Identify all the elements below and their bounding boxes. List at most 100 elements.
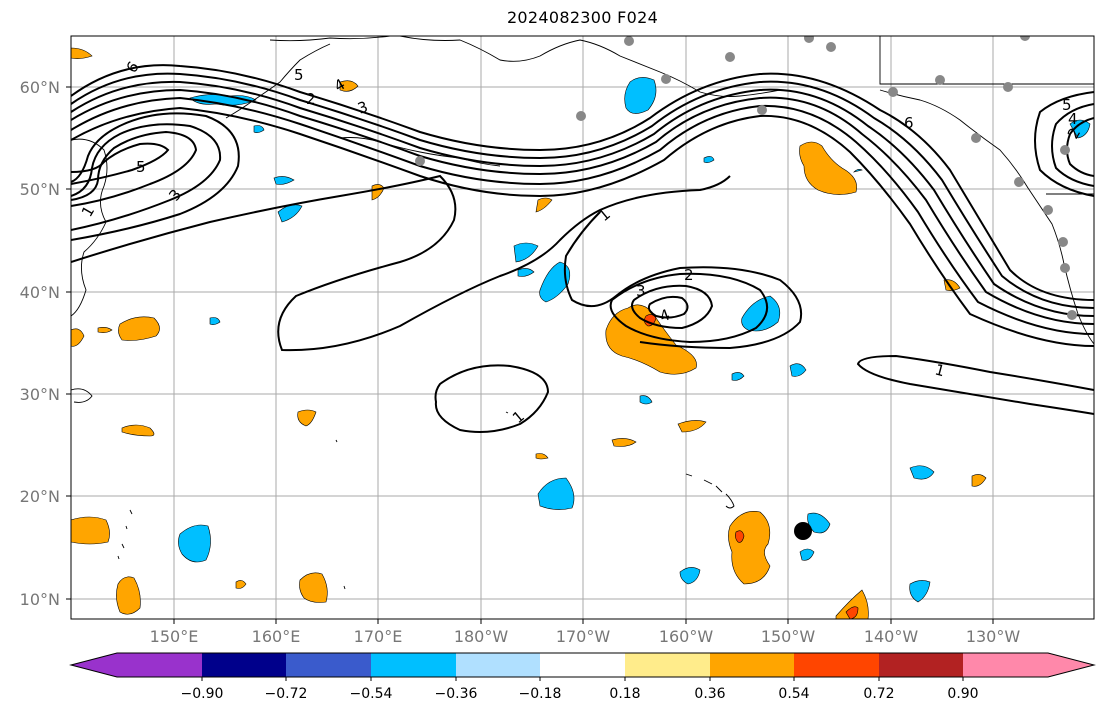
colorbar-tick-label: 0.54 <box>778 686 809 702</box>
contour-label: 5 <box>294 66 304 84</box>
station-dot <box>1020 36 1030 41</box>
positive-anomaly-patch <box>116 576 141 615</box>
station-dot <box>725 52 735 62</box>
negative-anomaly-patch <box>178 524 211 563</box>
lon-label: 160°E <box>252 627 301 646</box>
contour-label: 5 <box>1062 96 1072 114</box>
positive-anomaly-patch <box>71 328 85 347</box>
contour-lines <box>71 64 1094 433</box>
negative-anomaly-patch <box>789 363 807 377</box>
station-dot <box>935 75 945 85</box>
colorbar-segment <box>371 653 456 677</box>
latitude-labels: 60°N 50°N 40°N 30°N 20°N 10°N <box>20 78 60 609</box>
negative-anomaly-patch <box>253 125 265 133</box>
colorbar-segment <box>456 653 540 677</box>
positive-anomaly-patch <box>728 511 771 585</box>
positive-anomaly-patch <box>835 589 869 619</box>
kamchatka-coastline <box>225 43 331 119</box>
contour-label: 6 <box>904 114 914 132</box>
negative-anomaly-patch <box>679 567 701 585</box>
lon-label: 170°E <box>354 627 403 646</box>
station-dot <box>576 111 586 121</box>
strong-positive-core <box>735 530 745 543</box>
colorbar: −0.90 −0.72 −0.54 −0.36 −0.18 0.18 0.36 … <box>69 652 1096 702</box>
negative-anomaly-patch <box>731 372 745 381</box>
contour-line <box>71 96 1094 335</box>
contour-line <box>71 64 1094 301</box>
colorbar-segment <box>879 653 963 677</box>
contour-line <box>631 284 714 330</box>
negative-anomaly-patch <box>513 242 539 263</box>
north-siberia-coastline <box>269 36 391 42</box>
colorbar-segment <box>540 653 625 677</box>
colorbar-extend-high <box>1048 653 1094 677</box>
map-title: 2024082300 F024 <box>506 8 659 27</box>
colorbar-tick-label: −0.18 <box>519 686 562 702</box>
colorbar-tick-label: 0.90 <box>947 686 978 702</box>
contour-line <box>1051 103 1094 187</box>
contour-label: 5 <box>136 158 146 176</box>
colorbar-tick-label: 0.72 <box>863 686 894 702</box>
colorbar-segment <box>710 653 794 677</box>
contour-label: 2 <box>306 90 316 108</box>
lon-label: 140°W <box>864 627 919 646</box>
lon-label: 180°W <box>454 627 509 646</box>
positive-anomaly-patch <box>121 424 155 437</box>
pacific-atolls <box>117 411 509 590</box>
negative-anomaly-patch <box>537 477 575 510</box>
station-dot <box>757 105 767 115</box>
negative-anomaly-patch <box>539 261 571 303</box>
alaska-coastline <box>399 36 781 97</box>
colorbar-extend-low <box>71 653 117 677</box>
negative-anomaly-patch <box>799 548 815 561</box>
lon-label: 170°W <box>556 627 611 646</box>
hawaii-islands <box>685 473 735 509</box>
station-dot <box>1058 237 1068 247</box>
contour-line <box>1034 91 1094 197</box>
contour-line <box>434 364 550 433</box>
contour-line <box>71 80 1094 317</box>
colorbar-tick-label: −0.54 <box>350 686 393 702</box>
contour-line <box>71 88 1094 325</box>
colorbar-outline <box>69 652 1096 678</box>
positive-anomaly-patch <box>971 474 987 487</box>
contour-line <box>71 72 1094 309</box>
negative-anomaly-patch <box>909 465 935 480</box>
strong-positive-core <box>845 606 859 619</box>
colorbar-segment <box>117 653 202 677</box>
lat-label: 40°N <box>20 283 60 302</box>
positive-anomaly-patch <box>118 316 160 341</box>
negative-anomaly-patch <box>517 268 535 277</box>
lat-label: 50°N <box>20 180 60 199</box>
contour-line <box>71 123 222 231</box>
station-dot <box>888 87 898 97</box>
contour-line <box>71 106 1094 347</box>
negative-anomaly-patch <box>624 77 657 114</box>
station-dot <box>624 36 634 46</box>
positive-anomaly-patch <box>299 572 328 603</box>
contour-line <box>609 272 768 344</box>
positive-anomaly-patch <box>535 453 549 460</box>
anomaly-shading <box>71 47 1091 619</box>
positive-anomaly-patch <box>605 304 697 375</box>
positive-anomaly-patch <box>611 438 637 447</box>
contour-line <box>856 354 1094 415</box>
lat-label: 60°N <box>20 78 60 97</box>
contour-label: 4 <box>1068 110 1078 128</box>
storm-center-marker <box>794 522 812 540</box>
positive-anomaly-patch <box>297 409 317 427</box>
negative-anomaly-patch <box>807 512 831 534</box>
station-dots <box>415 36 1077 320</box>
negative-anomaly-patch <box>273 176 295 185</box>
colorbar-tick-label: −0.72 <box>265 686 308 702</box>
station-dot <box>1014 177 1024 187</box>
negative-anomaly-patch <box>909 580 931 603</box>
positive-anomaly-patch <box>535 197 553 213</box>
lat-label: 20°N <box>20 487 60 506</box>
station-dot <box>1003 82 1013 92</box>
positive-anomaly-patch <box>71 516 110 545</box>
contour-line <box>71 130 198 207</box>
station-dot <box>1060 145 1070 155</box>
station-dot <box>1043 205 1053 215</box>
